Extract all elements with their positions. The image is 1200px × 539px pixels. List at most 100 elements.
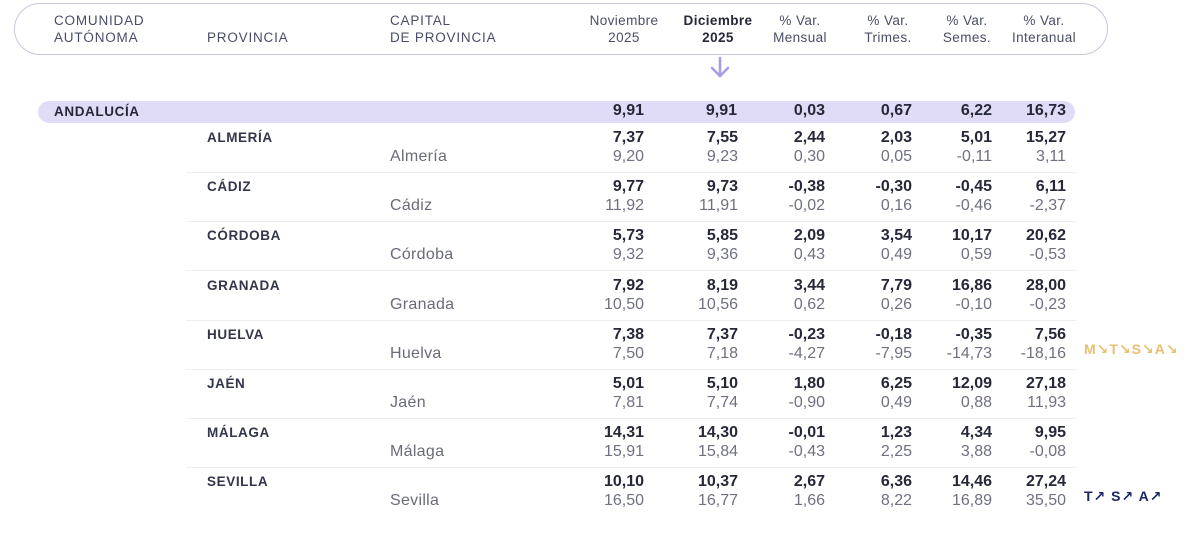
prov-diciembre: 7,55 — [706, 129, 738, 146]
province-row-5: JAÉN Jaén 5,01 5,10 1,80 6,25 12,09 27,1… — [186, 370, 1076, 419]
prov-noviembre: 14,31 — [603, 424, 644, 442]
prov-var-interanual: 7,56 — [1034, 325, 1066, 343]
prov-noviembre: 5,01 — [612, 375, 644, 392]
cap-var-semes: 0,88 — [960, 394, 992, 411]
prov-var-trimes: 3,54 — [880, 227, 912, 245]
cap-noviembre: 9,32 — [612, 246, 644, 264]
cap-var-trimes: 0,49 — [880, 246, 912, 264]
cap-var-semes: 3,88 — [960, 443, 992, 461]
prov-var-mensual: 2,09 — [793, 227, 825, 245]
cap-var-trimes: 0,26 — [880, 295, 912, 313]
cap-noviembre: 7,81 — [612, 394, 644, 411]
capital-name: Cádiz — [390, 197, 433, 215]
cap-var-mensual: 0,62 — [793, 295, 825, 313]
arrow-down-icon — [710, 56, 730, 78]
prov-var-trimes: 7,79 — [880, 276, 912, 294]
region-name: ANDALUCÍA — [54, 104, 140, 119]
capital-name: Granada — [390, 295, 455, 313]
region-diciembre: 9,91 — [705, 102, 737, 119]
region-noviembre: 9,91 — [612, 102, 644, 119]
prov-var-mensual: -0,23 — [788, 325, 825, 343]
prov-noviembre: 9,77 — [612, 178, 644, 196]
header-noviembre: Noviembre 2025 — [589, 13, 659, 45]
prov-noviembre: 7,38 — [612, 325, 644, 343]
cap-var-semes: 0,59 — [960, 246, 992, 264]
prov-var-interanual: 15,27 — [1025, 129, 1066, 146]
header-var-interanual: % Var. Interanual — [1011, 13, 1077, 45]
cap-var-interanual: -2,37 — [1029, 197, 1066, 215]
prov-var-interanual: 6,11 — [1035, 178, 1066, 196]
header-provincia: PROVINCIA — [207, 30, 289, 45]
cap-noviembre: 16,50 — [603, 492, 644, 510]
cap-var-trimes: 2,25 — [880, 443, 912, 461]
row-divider — [186, 368, 1076, 370]
cap-var-mensual: -0,43 — [788, 443, 825, 461]
cap-var-trimes: 8,22 — [880, 492, 912, 510]
capital-name: Córdoba — [390, 246, 454, 264]
row-divider — [186, 467, 1076, 469]
province-row-0: ALMERÍA Almería 7,37 7,55 2,44 2,03 5,01… — [186, 124, 1076, 173]
prov-var-semes: 5,01 — [960, 129, 992, 146]
cap-var-semes: -0,10 — [955, 295, 992, 313]
row-divider — [186, 172, 1076, 173]
province-row-7: SEVILLA Sevilla 10,10 10,37 2,67 6,36 14… — [186, 468, 1076, 517]
cap-var-mensual: -0,02 — [788, 197, 825, 215]
region-row-andalucia: ANDALUCÍA 9,91 9,91 0,03 0,67 6,22 16,73 — [38, 101, 1075, 123]
capital-name: Almería — [390, 148, 448, 165]
cap-diciembre: 9,36 — [706, 246, 738, 264]
cap-var-semes: 16,89 — [951, 492, 992, 510]
province-name: GRANADA — [207, 277, 281, 293]
prov-var-mensual: 2,44 — [793, 129, 825, 146]
capital-name: Huelva — [390, 344, 442, 362]
prov-noviembre: 10,10 — [603, 473, 644, 491]
cap-noviembre: 11,92 — [605, 197, 644, 215]
header-comunidad: COMUNIDAD AUTÓNOMA — [54, 13, 145, 45]
prov-var-semes: 4,34 — [960, 424, 992, 442]
prov-var-trimes: -0,18 — [875, 325, 912, 343]
prov-var-interanual: 27,18 — [1025, 375, 1066, 392]
trend-badges-up: T↗ S↗ A↗ — [1084, 488, 1163, 505]
cap-noviembre: 10,50 — [603, 295, 644, 313]
row-divider — [186, 221, 1076, 223]
province-name: MÁLAGA — [207, 425, 270, 441]
region-var-interanual: 16,73 — [1025, 102, 1066, 119]
prov-var-semes: -0,45 — [955, 178, 992, 196]
header-capital: CAPITAL DE PROVINCIA — [390, 13, 497, 45]
prov-var-interanual: 28,00 — [1025, 276, 1066, 294]
prov-var-trimes: -0,30 — [875, 178, 912, 196]
capital-name: Málaga — [390, 443, 445, 461]
prov-diciembre: 14,30 — [697, 424, 738, 442]
prov-diciembre: 8,19 — [706, 276, 738, 294]
cap-var-mensual: -4,27 — [788, 344, 825, 362]
province-name: SEVILLA — [207, 474, 269, 490]
cap-var-interanual: -0,53 — [1029, 246, 1066, 264]
cap-var-interanual: 11,93 — [1027, 394, 1066, 411]
cap-diciembre: 16,77 — [697, 492, 738, 510]
cap-diciembre: 11,91 — [699, 197, 738, 215]
prov-var-semes: 14,46 — [951, 473, 992, 491]
prov-var-semes: 12,09 — [951, 375, 992, 392]
prov-var-trimes: 6,25 — [880, 375, 912, 392]
cap-noviembre: 9,20 — [612, 148, 644, 165]
row-divider — [186, 418, 1076, 419]
trend-badges-down: M↘T↘S↘A↘ — [1084, 340, 1179, 357]
province-name: CÓRDOBA — [207, 228, 281, 244]
cap-var-mensual: 0,30 — [793, 148, 825, 165]
prov-var-mensual: 1,80 — [793, 375, 825, 392]
header-var-mensual: % Var. Mensual — [773, 13, 827, 45]
province-row-3: GRANADA Granada 7,92 8,19 3,44 7,79 16,8… — [186, 272, 1076, 321]
region-var-semes: 6,22 — [960, 102, 992, 119]
cap-var-interanual: -0,23 — [1029, 295, 1066, 313]
cap-noviembre: 15,91 — [603, 443, 644, 461]
cap-var-interanual: 35,50 — [1025, 492, 1066, 510]
row-divider — [186, 270, 1076, 272]
cap-var-mensual: 0,43 — [793, 246, 825, 264]
prov-var-trimes: 2,03 — [880, 129, 912, 146]
prov-var-mensual: -0,01 — [788, 424, 825, 442]
region-var-trimes: 0,67 — [880, 102, 912, 119]
prov-var-semes: -0,35 — [955, 325, 992, 343]
province-row-6: MÁLAGA Málaga 14,31 14,30 -0,01 1,23 4,3… — [186, 419, 1076, 469]
province-name: ALMERÍA — [207, 130, 273, 145]
prov-diciembre: 5,10 — [706, 375, 738, 392]
cap-noviembre: 7,50 — [612, 344, 644, 362]
